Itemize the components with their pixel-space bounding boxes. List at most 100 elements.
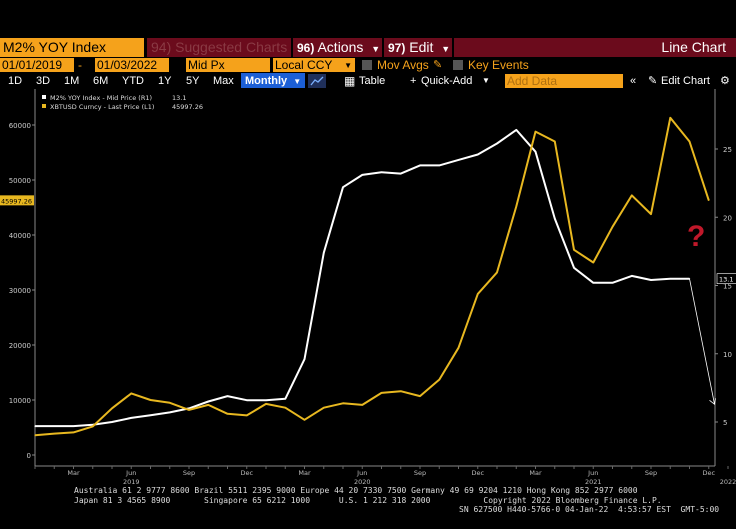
xbtusd-point: [226, 413, 229, 415]
edit-menu[interactable]: 97) Edit ▼: [384, 38, 452, 57]
legend-swatch: [42, 104, 46, 108]
last-value-left-tag: [0, 195, 34, 206]
m2-yoy-point: [419, 164, 421, 166]
projection-arrow-line: [689, 278, 715, 405]
xbtusd-point: [92, 425, 94, 427]
last-value-right-label: 13.1: [719, 276, 733, 284]
date-separator: -: [78, 58, 82, 72]
suggested-charts-label: Suggested Charts: [175, 39, 288, 55]
x-tick-label: Dec: [471, 469, 484, 477]
m2-yoy-point: [515, 129, 517, 131]
left-tick-label: 10000: [9, 397, 31, 405]
x-year-label: 2019: [123, 478, 140, 486]
period-tab-1y[interactable]: 1Y: [158, 75, 172, 87]
m2-yoy-point: [188, 407, 190, 409]
plus-icon[interactable]: +: [410, 75, 417, 87]
m2-yoy-point: [361, 174, 363, 176]
xbtusd-point: [457, 347, 460, 349]
x-tick-label: Dec: [702, 469, 715, 477]
line-chart-icon: [310, 76, 324, 86]
actions-number: 96): [297, 41, 315, 55]
left-tick-label: 30000: [9, 287, 31, 295]
table-button[interactable]: Table: [359, 75, 386, 87]
suggested-charts-number: 94): [151, 39, 172, 55]
period-bar: 1D 3D 1M 6M YTD 1Y 5Y Max Monthly ▼ ▦ Ta…: [0, 73, 736, 89]
gear-icon[interactable]: ⚙: [720, 75, 730, 87]
m2-yoy-point: [149, 414, 152, 416]
xbtusd-point: [650, 213, 652, 215]
m2-yoy-point: [265, 399, 267, 401]
chart-annotation: ?: [687, 220, 705, 253]
period-tab-3d[interactable]: 3D: [36, 75, 51, 87]
chevron-down-icon: ▼: [344, 61, 352, 70]
x-year-label: 2021: [585, 478, 602, 486]
key-events-checkbox[interactable]: [453, 60, 463, 70]
chart-style-icon[interactable]: [308, 74, 326, 88]
x-year-label: 2020: [354, 478, 371, 486]
x-tick-label: Dec: [240, 469, 253, 477]
frequency-select[interactable]: Monthly ▼: [241, 73, 306, 88]
actions-label: Actions: [317, 39, 364, 55]
xbtusd-point: [496, 271, 498, 273]
xbtusd-point: [592, 261, 594, 264]
m2-yoy-point: [496, 142, 498, 145]
m2-yoy-point: [534, 151, 537, 153]
m2-yoy-point: [554, 218, 556, 220]
period-tab-1m[interactable]: 1M: [64, 75, 80, 87]
suggested-charts-button[interactable]: 94) Suggested Charts: [147, 38, 291, 57]
period-tab-ytd[interactable]: YTD: [122, 75, 144, 87]
legend-label: M2% YOY Index - Mid Price (R1): [50, 94, 152, 102]
xbtusd-point: [534, 131, 537, 133]
m2-yoy-point: [573, 267, 575, 269]
x-tick-label: Sep: [414, 469, 426, 477]
frequency-value: Monthly: [245, 75, 288, 87]
pencil-icon[interactable]: ✎: [433, 59, 443, 71]
key-events-label: Key Events: [468, 58, 529, 72]
period-tab-5y[interactable]: 5Y: [186, 75, 200, 87]
left-tick-label: 40000: [9, 232, 31, 240]
pencil-icon: ✎: [648, 75, 658, 87]
actions-menu[interactable]: 96) Actions ▼: [293, 38, 382, 57]
period-tab-1d[interactable]: 1D: [8, 75, 23, 87]
mov-avgs-checkbox[interactable]: [362, 60, 372, 70]
m2-yoy-point: [246, 399, 248, 401]
start-date-field[interactable]: 01/01/2019: [0, 58, 74, 72]
collapse-icon[interactable]: «: [630, 75, 637, 87]
xbtusd-point: [53, 432, 55, 435]
footer-line-1: Australia 61 2 9777 8600 Brazil 5511 239…: [74, 486, 638, 495]
m2-yoy-point: [323, 252, 325, 254]
period-tab-max[interactable]: Max: [213, 75, 234, 87]
legend-value: 13.1: [172, 94, 186, 102]
chevron-down-icon: ▼: [441, 44, 451, 54]
xbtusd-point: [361, 404, 363, 406]
currency-select[interactable]: Local CCY ▼: [273, 58, 355, 72]
title-bar-spacer: [454, 38, 736, 57]
end-date-field[interactable]: 01/03/2022: [95, 58, 169, 72]
quick-add-button[interactable]: Quick-Add: [421, 75, 473, 87]
xbtusd-point: [438, 379, 440, 381]
table-icon[interactable]: ▦: [344, 74, 356, 88]
settings-bar: 01/01/2019 - 01/03/2022 Mid Px Local CCY…: [0, 58, 736, 73]
legend-value: 45997.26: [172, 103, 203, 111]
last-value-left-label: 45997.26: [1, 197, 32, 205]
x-tick-label: Mar: [529, 469, 542, 477]
security-ticker-field[interactable]: M2% YOY Index: [0, 38, 144, 57]
edit-chart-button[interactable]: Edit Chart: [661, 75, 710, 87]
period-tab-6m[interactable]: 6M: [93, 75, 109, 87]
left-tick-label: 20000: [9, 342, 31, 350]
chevron-down-icon[interactable]: ▼: [482, 76, 490, 85]
xbtusd-point: [323, 407, 325, 409]
m2-yoy-point: [457, 159, 460, 161]
xbtusd-point: [111, 407, 113, 409]
m2-yoy-point: [400, 172, 402, 175]
price-field-select[interactable]: Mid Px: [186, 58, 270, 72]
m2-yoy-point: [72, 425, 75, 427]
left-tick-label: 0: [27, 452, 31, 460]
add-data-input[interactable]: Add Data: [505, 74, 623, 88]
xbtusd-point: [246, 414, 248, 416]
m2-yoy-point: [631, 275, 633, 277]
xbtusd-point: [188, 409, 190, 411]
xbtusd-point: [284, 407, 286, 409]
bloomberg-footer: Australia 61 2 9777 8600 Brazil 5511 239…: [74, 486, 719, 515]
m2-yoy-series-line: [35, 128, 690, 428]
